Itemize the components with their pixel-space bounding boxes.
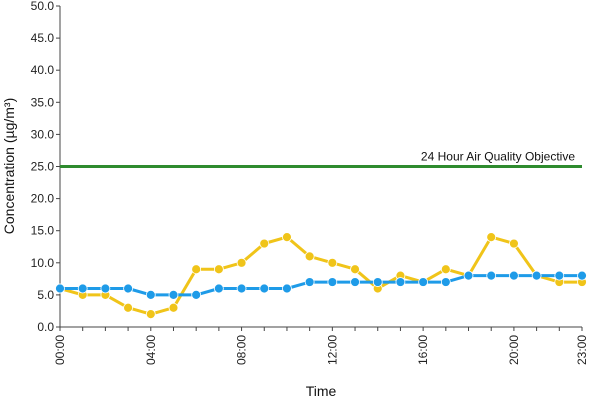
series-2-point xyxy=(509,270,519,281)
x-axis: 00:00 04:00 08:00 12:00 16:00 20:00 23:00 xyxy=(53,326,589,365)
x-tick-label: 16:00 xyxy=(416,335,430,365)
series-1-point xyxy=(191,264,202,275)
series-1-point xyxy=(440,264,451,275)
series-2-point xyxy=(123,283,133,294)
x-tick-label: 20:00 xyxy=(507,335,521,365)
y-tick-label: 50.0 xyxy=(31,0,55,13)
series-2-point xyxy=(463,270,474,281)
series-2-point xyxy=(191,289,202,300)
series-2-point xyxy=(168,289,179,300)
y-tick-label: 30.0 xyxy=(31,127,55,141)
series-2-point xyxy=(282,283,292,294)
series-2-point xyxy=(77,283,88,294)
x-axis-title: Time xyxy=(306,383,337,399)
y-tick-label: 15.0 xyxy=(31,224,55,238)
reference-line-group: 24 Hour Air Quality Objective xyxy=(60,150,582,168)
series-2-line xyxy=(60,274,582,297)
y-tick-label: 0.0 xyxy=(37,320,54,334)
series-2-point xyxy=(100,283,111,294)
series-1-point xyxy=(145,309,156,320)
reference-line-label: 24 Hour Air Quality Objective xyxy=(421,150,575,164)
y-tick-label: 45.0 xyxy=(31,31,55,45)
series-2-point xyxy=(350,277,360,287)
series-1-point xyxy=(304,251,315,262)
series-2-point xyxy=(327,277,338,287)
y-tick-label: 10.0 xyxy=(31,256,55,270)
x-tick-label: 04:00 xyxy=(144,335,158,365)
series-2-point xyxy=(213,283,224,294)
series-2-point xyxy=(55,283,65,294)
series-2-point xyxy=(372,277,383,287)
y-axis-title: Concentration (µg/m³) xyxy=(1,98,17,234)
series-group xyxy=(55,232,587,320)
series-1-point xyxy=(327,257,338,268)
series-2-point xyxy=(418,277,429,287)
series-2-point xyxy=(259,283,270,294)
series-2-point xyxy=(304,277,315,287)
series-1-point xyxy=(236,257,247,268)
series-1-point xyxy=(168,302,179,313)
series-2-point xyxy=(486,270,497,281)
series-2 xyxy=(55,270,587,300)
series-1-point xyxy=(282,232,292,243)
x-tick-label: 12:00 xyxy=(325,335,339,365)
y-axis: 0.0 5.0 10.0 15.0 20.0 25.0 30.0 35.0 40.0 45.0 50… xyxy=(31,0,61,334)
series-2-point xyxy=(395,277,406,287)
series-2-point xyxy=(145,289,156,300)
series-1-point xyxy=(259,238,270,249)
series-2-point xyxy=(236,283,247,294)
y-tick-label: 35.0 xyxy=(31,95,55,109)
y-tick-label: 25.0 xyxy=(31,160,55,174)
series-1-point xyxy=(350,264,360,275)
series-2-point xyxy=(577,270,587,281)
series-1-point xyxy=(509,238,519,249)
y-tick-label: 20.0 xyxy=(31,192,55,206)
y-tick-label: 5.0 xyxy=(37,288,54,302)
x-tick-label: 08:00 xyxy=(235,335,249,365)
series-1-point xyxy=(123,302,133,313)
series-2-point xyxy=(531,270,542,281)
series-1-point xyxy=(213,264,224,275)
x-tick-label: 23:00 xyxy=(575,335,589,365)
series-2-point xyxy=(440,277,451,287)
x-tick-label: 00:00 xyxy=(53,335,67,365)
series-2-point xyxy=(554,270,565,281)
series-1-point xyxy=(486,232,497,243)
y-tick-label: 40.0 xyxy=(31,63,55,77)
